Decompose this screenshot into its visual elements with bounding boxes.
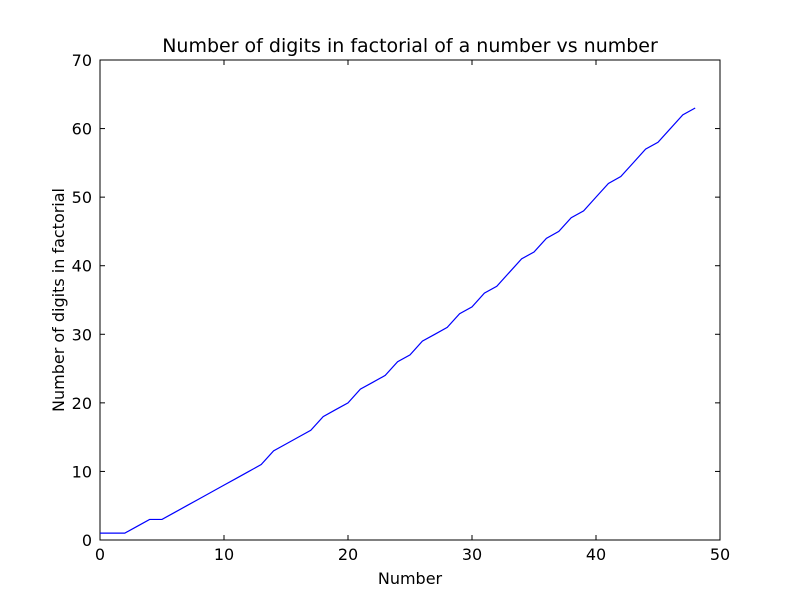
y-axis-title: Number of digits in factorial bbox=[49, 188, 68, 412]
x-tick-label: 40 bbox=[586, 545, 606, 564]
plot-frame bbox=[99, 59, 721, 541]
x-axis-title: Number bbox=[378, 569, 443, 588]
y-tick-label: 50 bbox=[72, 188, 92, 207]
x-tick-label: 30 bbox=[462, 545, 482, 564]
y-tick-label: 30 bbox=[72, 325, 92, 344]
y-tick-label: 10 bbox=[72, 462, 92, 481]
x-tick-label: 50 bbox=[710, 545, 730, 564]
y-tick-label: 70 bbox=[72, 51, 92, 70]
tick-labels: 0 10 20 30 40 50 0 10 20 30 40 50 60 70 bbox=[72, 51, 731, 564]
y-tick-label: 60 bbox=[72, 120, 92, 139]
x-tick-label: 0 bbox=[95, 545, 105, 564]
chart-title: Number of digits in factorial of a numbe… bbox=[162, 35, 658, 57]
ticks-layer bbox=[99, 59, 721, 541]
data-layer bbox=[100, 107, 696, 534]
x-tick-label: 20 bbox=[338, 545, 358, 564]
y-tick-label: 20 bbox=[72, 394, 92, 413]
x-tick-label: 10 bbox=[214, 545, 234, 564]
series-line-0 bbox=[100, 107, 696, 534]
y-tick-label: 40 bbox=[72, 257, 92, 276]
y-tick-label: 0 bbox=[82, 531, 92, 550]
